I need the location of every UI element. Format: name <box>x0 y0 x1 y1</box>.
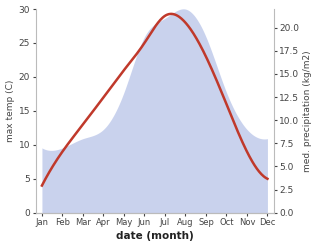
Y-axis label: max temp (C): max temp (C) <box>5 80 15 142</box>
Y-axis label: med. precipitation (kg/m2): med. precipitation (kg/m2) <box>303 50 313 172</box>
X-axis label: date (month): date (month) <box>116 231 194 242</box>
